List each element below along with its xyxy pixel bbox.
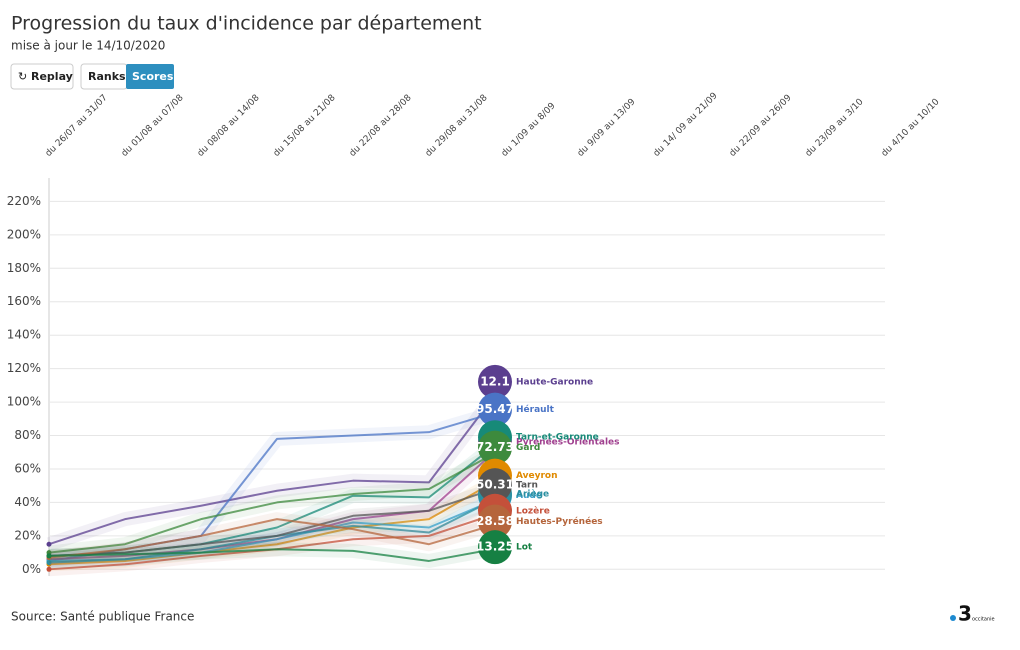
end-point <box>478 530 512 565</box>
y-tick-label: 40% <box>14 495 41 509</box>
x-tick-label: du 01/08 au 07/08 <box>120 93 186 159</box>
x-tick-label: du 4/10 au 10/10 <box>880 97 942 159</box>
y-tick-label: 180% <box>7 261 41 275</box>
legend-label: Tarn <box>516 481 538 491</box>
x-tick-label: du 1/09 au 8/09 <box>500 101 558 159</box>
line <box>48 381 506 546</box>
x-tick-label: du 08/08 au 14/08 <box>196 93 262 159</box>
y-tick-label: 20% <box>14 528 41 542</box>
legend-label: Gard <box>516 443 540 453</box>
start-point <box>46 566 52 572</box>
x-tick-label: du 14/ 09 au 21/09 <box>652 91 720 159</box>
source: Source: Santé publique France <box>11 610 194 624</box>
end-point <box>478 468 512 503</box>
y-tick-label: 200% <box>7 227 41 241</box>
y-tick-label: 220% <box>7 194 41 208</box>
start-point <box>46 541 52 547</box>
end-point <box>478 392 512 427</box>
legend-label: Ariège <box>516 489 549 500</box>
start-point <box>46 560 52 566</box>
legend-label: Pyrénées-Orientales <box>516 437 620 448</box>
value-label: 12.1 <box>480 374 510 388</box>
y-tick-label: 80% <box>14 428 41 442</box>
logo-dot <box>950 615 956 621</box>
button-frame <box>126 64 174 89</box>
button-label: Ranks <box>88 70 126 83</box>
value-label: 13.25 <box>476 540 514 554</box>
legend-label: Aude <box>516 491 542 501</box>
logo-text: occitanie <box>972 617 995 623</box>
x-tick-label: du 22/08 au 28/08 <box>348 93 414 159</box>
value-label: 72.73 <box>476 440 514 454</box>
line <box>48 518 506 559</box>
line <box>48 484 506 557</box>
x-tick-label: du 9/09 au 13/09 <box>576 97 638 159</box>
value-label: 50.31 <box>476 478 514 492</box>
replay-icon: ↻ <box>18 70 27 83</box>
x-tick-label: du 22/09 au 26/09 <box>728 93 794 159</box>
x-tick-label: du 15/08 au 21/08 <box>272 93 338 159</box>
legend-label: Hérault <box>516 404 555 415</box>
scores-button[interactable]: Scores <box>126 64 174 89</box>
legend-label: Lozère <box>516 505 550 516</box>
end-point <box>478 364 512 399</box>
y-tick-label: 160% <box>7 294 41 308</box>
button-frame <box>10 63 74 90</box>
y-tick-label: 140% <box>7 328 41 342</box>
chart-subtitle: mise à jour le 14/10/2020 <box>11 39 165 53</box>
chart-title: Progression du taux d'incidence par dépa… <box>11 13 482 35</box>
value-label: 28.58 <box>476 514 514 528</box>
line <box>48 446 506 554</box>
end-point <box>478 430 512 465</box>
y-tick-label: 0% <box>22 562 41 576</box>
legend-label: Hautes-Pyrénées <box>516 516 603 527</box>
line <box>48 546 506 562</box>
plot: 0% 20% 40% 60% 80% 100% 120% 140% 160% 180% 200% 22… <box>7 91 942 577</box>
button-label: Replay <box>31 70 73 83</box>
y-tick-label: 60% <box>14 461 41 475</box>
x-tick-label: du 23/09 au 3/10 <box>804 97 866 159</box>
value-label: 95.47 <box>476 402 514 416</box>
x-tick-label: du 29/08 au 31/08 <box>424 93 490 159</box>
legend-label: Lot <box>516 543 533 553</box>
y-tick-label: 120% <box>7 361 41 375</box>
end-point <box>478 504 512 539</box>
x-tick-label: du 26/07 au 31/07 <box>44 93 110 159</box>
button-label: Scores <box>132 70 174 83</box>
replay-button[interactable]: ↻ Replay <box>10 63 74 90</box>
start-point <box>46 553 52 559</box>
legend-label: Aveyron <box>516 471 558 481</box>
legend-label: Haute-Garonne <box>516 377 593 387</box>
line <box>48 474 506 566</box>
logo-mark: 3 <box>958 602 972 626</box>
legend-label: Tarn-et-Garonne <box>516 433 599 443</box>
y-tick-label: 100% <box>7 395 41 409</box>
ranks-button[interactable]: Ranks <box>80 63 128 90</box>
